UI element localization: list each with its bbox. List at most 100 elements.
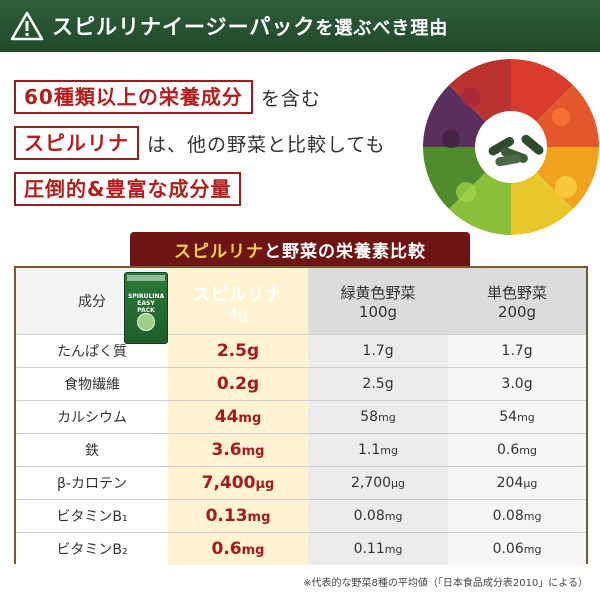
sp-unit: mg — [241, 543, 265, 558]
table-row: 食物繊維 0.2g 2.5 g 3.0 g — [16, 367, 586, 400]
sv-number: 0.08 — [492, 508, 524, 524]
headline-boxed-3: 圧倒的&豊富な成分量 — [14, 172, 242, 206]
sv-number: 1.7 — [501, 343, 524, 359]
headline-line-1: 60種類以上の栄養成分 を含む — [14, 80, 434, 114]
gv-number: 58 — [360, 409, 379, 425]
gv-number: 2,700 — [350, 475, 392, 491]
gv-unit: μg — [391, 476, 406, 490]
row-name: たんぱく質 — [16, 335, 168, 367]
sv-unit: g — [523, 343, 533, 359]
sp-number: 3.6 — [211, 440, 242, 460]
sv-unit: mg — [523, 509, 542, 523]
sp-unit: mg — [241, 444, 265, 459]
header-single-veg-name: 単色野菜 — [486, 283, 547, 302]
table-rows: 成分 スピルリナ 4g 緑黄色野菜 100g 単色野菜 200g たんぱく質 2… — [16, 268, 586, 565]
row-single-veg-value: 54 mg — [448, 401, 586, 433]
row-green-veg-value: 2,700 μg — [308, 467, 448, 499]
header-green-veg: 緑黄色野菜 100g — [308, 268, 448, 334]
header-single-veg-amount: 200g — [497, 302, 537, 321]
sp-number: 0.13 — [205, 506, 248, 526]
footnote: ※代表的な野菜8種の平均値（「日本食品成分表2010」による） — [303, 578, 588, 589]
sp-unit: g — [246, 374, 260, 394]
sv-unit: mg — [519, 443, 537, 457]
row-single-veg-value: 3.0 g — [448, 368, 586, 400]
ribbon-rest: と野菜の栄養素比較 — [264, 241, 426, 262]
sv-number: 204 — [496, 475, 524, 491]
gv-number: 2.5 — [362, 376, 385, 392]
sp-unit: μg — [255, 477, 275, 492]
headline-plain-1: を含む — [260, 87, 321, 110]
ribbon-highlight: スピルリナ — [174, 241, 264, 262]
row-green-veg-value: 2.5 g — [308, 368, 448, 400]
gv-unit: g — [384, 376, 394, 392]
row-single-veg-value: 0.06 mg — [448, 533, 586, 565]
banner-title: スピルリナイージーパックを選ぶべき理由 — [52, 11, 448, 41]
comparison-ribbon: スピルリナと野菜の栄養素比較 — [130, 232, 470, 266]
row-spirulina-value: 7,400μg — [168, 467, 308, 499]
row-name: ビタミンB₂ — [16, 533, 168, 565]
header-single-veg: 単色野菜 200g — [448, 268, 586, 334]
header-green-veg-name: 緑黄色野菜 — [340, 283, 416, 302]
table-header-row: 成分 スピルリナ 4g 緑黄色野菜 100g 単色野菜 200g — [16, 268, 586, 334]
sp-number: 2.5 — [216, 341, 247, 361]
headline: 60種類以上の栄養成分 を含む スピルリナ は、他の野菜と比較しても 圧倒的&豊… — [14, 80, 434, 218]
sp-unit: mg — [238, 411, 262, 426]
row-name: β-カロテン — [16, 467, 168, 499]
gv-unit: mg — [384, 509, 403, 523]
header-green-veg-amount: 100g — [358, 302, 398, 321]
gv-unit: mg — [378, 410, 396, 424]
row-single-veg-value: 204 μg — [448, 467, 586, 499]
row-spirulina-value: 3.6mg — [168, 434, 308, 466]
table-row: ビタミンB₁ 0.13mg 0.08 mg 0.08 mg — [16, 499, 586, 532]
sv-unit: g — [523, 376, 533, 392]
row-single-veg-value: 0.08 mg — [448, 500, 586, 532]
sv-unit: mg — [523, 542, 542, 556]
comparison-table: 成分 スピルリナ 4g 緑黄色野菜 100g 単色野菜 200g たんぱく質 2… — [14, 266, 588, 565]
row-single-veg-value: 0.6 mg — [448, 434, 586, 466]
row-green-veg-value: 0.08 mg — [308, 500, 448, 532]
table-row: カルシウム 44mg 58 mg 54 mg — [16, 400, 586, 433]
row-spirulina-value: 2.5g — [168, 335, 308, 367]
headline-plain-2: は、他の野菜と比較しても — [147, 133, 386, 156]
row-spirulina-value: 44mg — [168, 401, 308, 433]
table-row: ビタミンB₂ 0.6mg 0.11 mg 0.06 mg — [16, 532, 586, 565]
sp-number: 7,400 — [201, 473, 256, 493]
gv-number: 0.11 — [353, 541, 385, 557]
row-spirulina-value: 0.6mg — [168, 533, 308, 565]
package-label: SPIRULINA EASY PACK — [128, 293, 165, 314]
vegetable-wheel-image — [422, 58, 600, 236]
table-row: β-カロテン 7,400μg 2,700 μg 204 μg — [16, 466, 586, 499]
gv-unit: mg — [380, 443, 398, 457]
sv-number: 0.6 — [497, 442, 520, 458]
header-spirulina: スピルリナ 4g — [168, 268, 308, 334]
sv-number: 0.06 — [492, 541, 524, 557]
sp-unit: mg — [247, 510, 271, 525]
headline-boxed-1: 60種類以上の栄養成分 — [14, 80, 253, 114]
row-green-veg-value: 1.1 mg — [308, 434, 448, 466]
gv-number: 1.7 — [362, 343, 385, 359]
gv-number: 1.1 — [358, 442, 381, 458]
row-green-veg-value: 0.11 mg — [308, 533, 448, 565]
sp-unit: g — [246, 341, 260, 361]
sp-number: 44 — [214, 407, 239, 427]
banner-title-tail: を選ぶべき理由 — [315, 18, 449, 39]
row-name: 鉄 — [16, 434, 168, 466]
sv-number: 54 — [499, 409, 518, 425]
table-row: 鉄 3.6mg 1.1 mg 0.6 mg — [16, 433, 586, 466]
row-single-veg-value: 1.7 g — [448, 335, 586, 367]
row-green-veg-value: 58 mg — [308, 401, 448, 433]
table-row: たんぱく質 2.5g 1.7 g 1.7 g — [16, 334, 586, 367]
headline-line-2: スピルリナ は、他の野菜と比較しても — [14, 126, 434, 160]
product-package-image: SPIRULINA EASY PACK — [124, 272, 168, 344]
row-name: ビタミンB₁ — [16, 500, 168, 532]
sv-number: 3.0 — [501, 376, 524, 392]
banner-title-main: スピルリナイージーパック — [52, 15, 316, 39]
package-top-strip — [127, 275, 165, 281]
gv-unit: g — [384, 343, 394, 359]
sv-unit: μg — [523, 476, 538, 490]
header-spirulina-name: スピルリナ — [193, 284, 283, 305]
gv-number: 0.08 — [353, 508, 385, 524]
header-spirulina-amount: 4g — [228, 304, 248, 323]
row-spirulina-value: 0.2g — [168, 368, 308, 400]
row-spirulina-value: 0.13mg — [168, 500, 308, 532]
